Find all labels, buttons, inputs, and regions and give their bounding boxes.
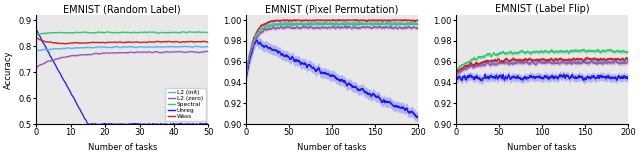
Title: EMNIST (Random Label): EMNIST (Random Label) <box>63 4 181 14</box>
Title: EMNIST (Label Flip): EMNIST (Label Flip) <box>495 4 589 14</box>
X-axis label: Number of tasks: Number of tasks <box>507 143 577 152</box>
Legend: L2 (init), L2 (zero), Spectral, Unreg, Wass: L2 (init), L2 (zero), Spectral, Unreg, W… <box>165 88 205 121</box>
Y-axis label: Accuracy: Accuracy <box>4 50 13 89</box>
X-axis label: Number of tasks: Number of tasks <box>88 143 157 152</box>
X-axis label: Number of tasks: Number of tasks <box>298 143 367 152</box>
Title: EMNIST (Pixel Permutation): EMNIST (Pixel Permutation) <box>266 4 399 14</box>
